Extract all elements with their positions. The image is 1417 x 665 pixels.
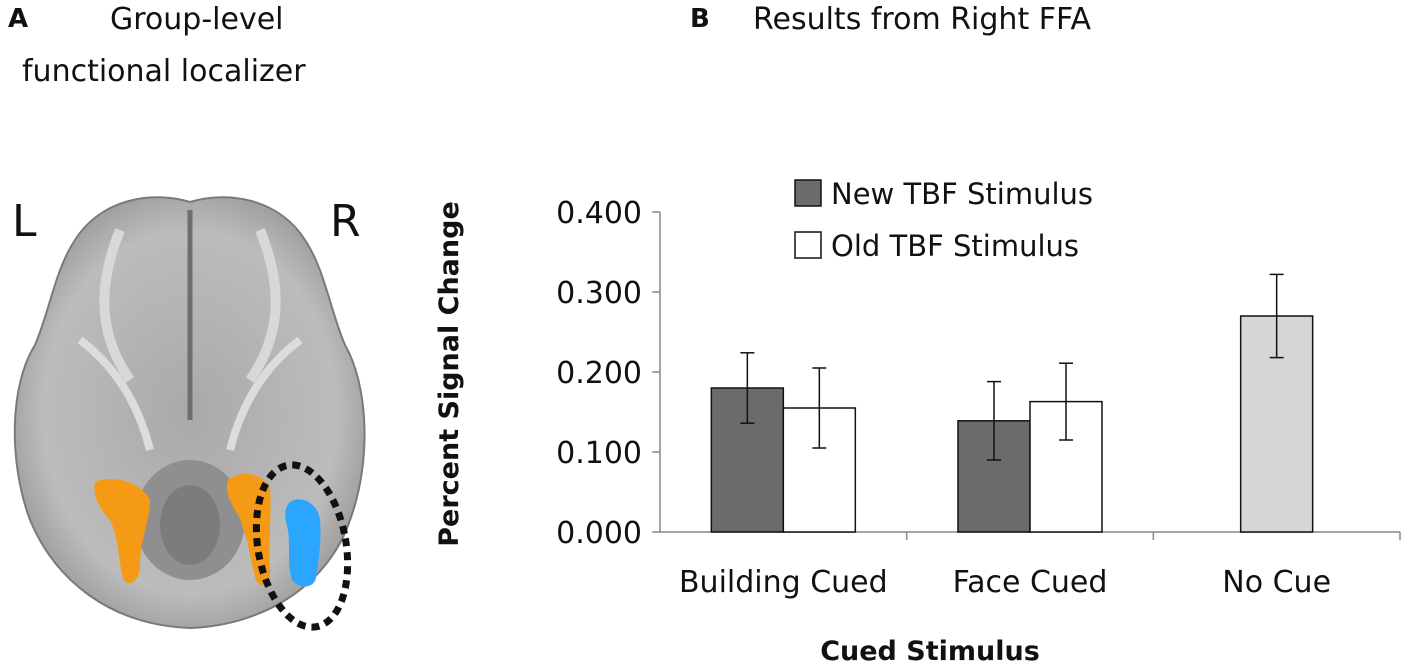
y-tick-label: 0.000 [556,516,642,551]
roi-dotted-circle [252,461,352,631]
bar-chart: 0.000 0.100 0.200 0.300 0.400 Building Cued Fa… [434,177,1401,665]
legend-swatch [794,179,822,207]
panel-b-title: Results from Right FFA [753,2,1092,37]
panel-a-title-line2: functional localizer [22,54,306,89]
legend-swatch [794,231,822,259]
white-matter [99,228,281,383]
legend-label: Old TBF Stimulus [831,229,1079,263]
white-matter-lower [77,336,303,451]
legend-label: New TBF Stimulus [831,177,1093,211]
panel-a-title-line1: Group-level [110,2,284,37]
x-category-label: Building Cued [679,565,888,600]
y-tick-label: 0.400 [556,196,642,231]
y-tick-label: 0.300 [556,276,642,311]
right-ppa-activation [285,499,321,587]
right-hemisphere-label: R [330,196,361,247]
left-ffa-activation [94,479,150,584]
cerebellum-core [160,485,220,565]
y-axis-title: Percent Signal Change [434,201,465,547]
brain-axial-slice-image [13,196,366,631]
y-tick-label: 0.200 [556,356,642,391]
x-category-label: Face Cued [953,565,1108,600]
x-category-label: No Cue [1222,565,1331,600]
panel-b-letter: B [690,4,710,34]
y-tick-label: 0.100 [556,436,642,471]
panel-a-letter: A [8,4,29,34]
x-axis-title: Cued Stimulus [820,636,1040,665]
left-hemisphere-label: L [12,196,37,247]
